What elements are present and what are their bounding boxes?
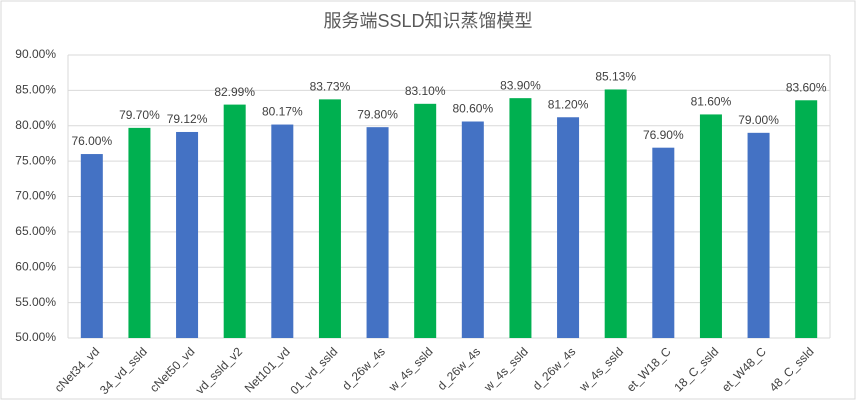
chart-title: 服务端SSLD知识蒸馏模型 (323, 11, 532, 31)
x-tick-label: Net101_vd (242, 344, 293, 395)
x-tick-label: d_26w_4s (339, 344, 388, 393)
x-tick-label: w_4s_ssld (481, 344, 531, 394)
y-tick-label: 55.00% (15, 295, 56, 309)
x-tick-label: w_4s_ssld (576, 344, 626, 394)
bar (318, 99, 341, 338)
x-tick-label: w_4s_ssld (385, 344, 435, 394)
value-label: 83.60% (786, 80, 827, 94)
y-tick-label: 90.00% (15, 47, 56, 61)
bar (604, 89, 627, 338)
value-label: 83.90% (500, 78, 541, 92)
y-tick-label: 75.00% (15, 153, 56, 167)
value-label: 81.20% (548, 97, 589, 111)
value-label: 79.00% (738, 113, 779, 127)
x-tick-label: 18_C_ssld (671, 344, 721, 394)
bar (509, 98, 532, 338)
y-tick-label: 80.00% (15, 118, 56, 132)
value-label: 80.17% (262, 105, 303, 119)
x-tick-label: 01_vd_ssld (287, 344, 340, 397)
y-tick-label: 70.00% (15, 189, 56, 203)
bar (652, 147, 675, 338)
bar (699, 114, 722, 339)
x-tick-label: d_26w_4s (435, 344, 484, 393)
x-tick-label: vd_ssld_v2 (193, 344, 246, 397)
x-tick-label: cNet34_vd (52, 344, 102, 394)
value-label: 80.60% (452, 102, 493, 116)
bar (461, 121, 484, 338)
y-tick-label: 85.00% (15, 83, 56, 97)
value-label: 83.10% (405, 84, 446, 98)
y-tick-label: 50.00% (15, 330, 56, 344)
bar (80, 154, 103, 338)
value-label: 76.00% (71, 134, 112, 148)
y-tick-label: 60.00% (15, 259, 56, 273)
x-tick-label: et_W18_C (624, 344, 674, 394)
value-label: 85.13% (595, 70, 636, 84)
bar (176, 131, 199, 338)
value-label: 83.73% (310, 80, 351, 94)
x-tick-label: et_W48_C (719, 344, 769, 394)
value-label: 81.60% (691, 95, 732, 109)
x-tick-label: 48_C_ssld (767, 344, 817, 394)
value-label: 79.80% (357, 107, 398, 121)
value-label: 76.90% (643, 128, 684, 142)
x-tick-label: 34_vd_ssld (97, 344, 150, 397)
value-label: 79.12% (167, 112, 208, 126)
x-tick-label: cNet50_vd (147, 344, 197, 394)
bar (223, 104, 246, 338)
y-tick-label: 65.00% (15, 224, 56, 238)
value-label: 79.70% (119, 108, 160, 122)
value-label: 82.99% (214, 85, 255, 99)
bar (366, 127, 389, 338)
bar (795, 100, 818, 338)
bar (557, 117, 580, 338)
x-tick-label: d_26w_4s (530, 344, 579, 393)
bar (747, 132, 770, 338)
bar (414, 103, 437, 338)
bar (128, 127, 151, 338)
bar (271, 124, 294, 339)
